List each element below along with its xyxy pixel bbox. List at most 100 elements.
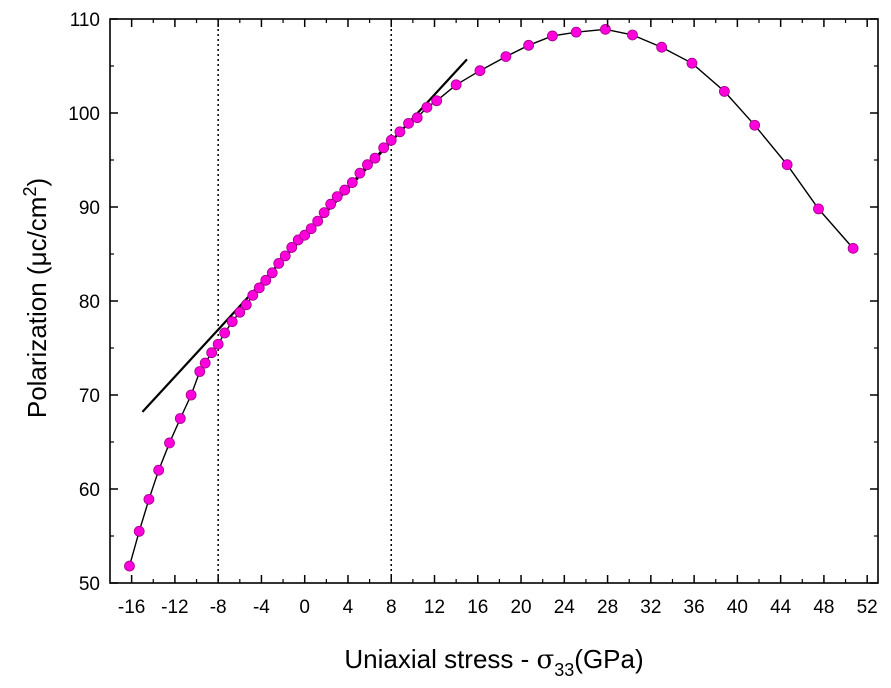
data-point <box>719 85 730 97</box>
y-tick-label: 70 <box>79 386 100 407</box>
plot-area <box>124 19 859 583</box>
data-point <box>627 29 638 41</box>
reference-lines <box>141 19 468 583</box>
data-point <box>299 229 311 241</box>
data-point <box>279 250 291 262</box>
x-tick-label: 52 <box>857 597 878 618</box>
x-axis: -16 -12 -8 -4 0 4 8 12 16 20 24 28 32 36 40 44 48 52 <box>118 19 878 618</box>
data-point <box>523 39 535 51</box>
x-tick-label: 48 <box>813 597 834 618</box>
data-point <box>247 289 259 301</box>
x-tick-label: 16 <box>467 597 488 618</box>
x-tick-label: 32 <box>640 597 661 618</box>
x-tick-label: -16 <box>118 597 145 618</box>
data-point <box>174 413 186 424</box>
x-tick-label: -12 <box>161 597 188 618</box>
data-point <box>153 464 165 476</box>
data-point <box>600 23 611 35</box>
data-point <box>260 274 272 286</box>
x-tick-labels: -16 -12 -8 -4 0 4 8 12 16 20 24 28 32 36 40 44 48 52 <box>118 597 878 618</box>
x-tick-label: -8 <box>210 597 227 618</box>
data-point <box>325 198 337 210</box>
data-point <box>273 257 285 269</box>
x-tick-label: 28 <box>597 597 618 618</box>
data-point <box>164 437 175 449</box>
data-point <box>394 126 406 138</box>
data-point <box>143 493 155 505</box>
data-point <box>385 134 397 146</box>
x-axis-title-text: Uniaxial stress - <box>344 644 536 674</box>
data-point <box>206 347 218 359</box>
data-point <box>474 65 486 77</box>
data-point <box>312 215 324 227</box>
y-tick-label: 90 <box>79 198 100 219</box>
x-tick-label: 24 <box>554 597 576 618</box>
y-tick-label: 50 <box>79 574 100 595</box>
data-point <box>266 267 278 279</box>
plot-frame <box>109 18 879 584</box>
data-point <box>318 207 330 219</box>
data-point <box>124 560 135 572</box>
data-point <box>813 203 824 215</box>
x-tick-label: -4 <box>253 597 270 618</box>
data-point <box>369 152 381 164</box>
data-point <box>450 79 462 91</box>
data-point <box>219 327 231 339</box>
data-point <box>431 95 443 107</box>
data-point <box>212 338 224 350</box>
data-point <box>133 525 145 537</box>
y-tick-label: 80 <box>79 292 100 313</box>
data-point <box>185 389 197 401</box>
y-tick-label: 110 <box>70 10 100 31</box>
data-point <box>686 57 698 69</box>
data-point <box>305 223 317 235</box>
data-point <box>286 242 298 253</box>
y-axis: 50 60 70 80 90 100 110 <box>68 10 878 595</box>
data-point <box>847 242 859 254</box>
data-point <box>403 117 414 129</box>
x-tick-label: 20 <box>510 597 531 618</box>
data-point <box>781 159 793 171</box>
data-point <box>331 191 343 203</box>
data-point <box>234 306 246 318</box>
data-point <box>411 112 423 124</box>
x-axis-title-subscript: 33 <box>554 660 574 680</box>
x-tick-label: 40 <box>727 597 748 618</box>
y-axis-title-close: ) <box>22 178 52 187</box>
y-tick-label: 60 <box>79 480 100 501</box>
x-tick-label: 0 <box>299 597 310 618</box>
x-axis-title-symbol: σ <box>537 645 555 675</box>
x-tick-label: 4 <box>343 597 354 618</box>
x-ticks <box>130 19 868 583</box>
y-tick-labels: 50 60 70 80 90 100 110 <box>68 10 100 595</box>
y-axis-title-superscript: 2 <box>20 187 40 197</box>
data-point <box>547 30 558 42</box>
data-point <box>378 142 390 154</box>
y-axis-title: Polarization (μc/cm2) <box>20 178 52 418</box>
data-point <box>354 167 366 179</box>
x-axis-title-unit: (GPa) <box>574 644 643 674</box>
data-point <box>421 101 433 113</box>
y-ticks <box>110 18 878 584</box>
data-point <box>194 366 206 377</box>
data-point <box>500 51 512 62</box>
data-point <box>346 177 358 188</box>
x-tick-label: 12 <box>424 597 445 618</box>
data-point <box>656 41 668 53</box>
y-axis-title-text: Polarization (μc/cm <box>22 197 52 419</box>
data-point <box>362 159 373 171</box>
x-axis-title: Uniaxial stress - σ33(GPa) <box>344 644 643 680</box>
series-line <box>128 28 854 567</box>
data-point <box>199 357 211 369</box>
data-points <box>124 23 859 572</box>
data-point <box>570 26 582 38</box>
data-point <box>226 316 238 328</box>
data-point <box>240 299 252 311</box>
data-point <box>253 282 265 294</box>
y-tick-label: 100 <box>68 104 100 125</box>
data-point <box>749 119 761 131</box>
x-tick-label: 44 <box>770 597 792 618</box>
x-tick-label: 36 <box>684 597 705 618</box>
x-tick-label: 8 <box>386 597 397 618</box>
